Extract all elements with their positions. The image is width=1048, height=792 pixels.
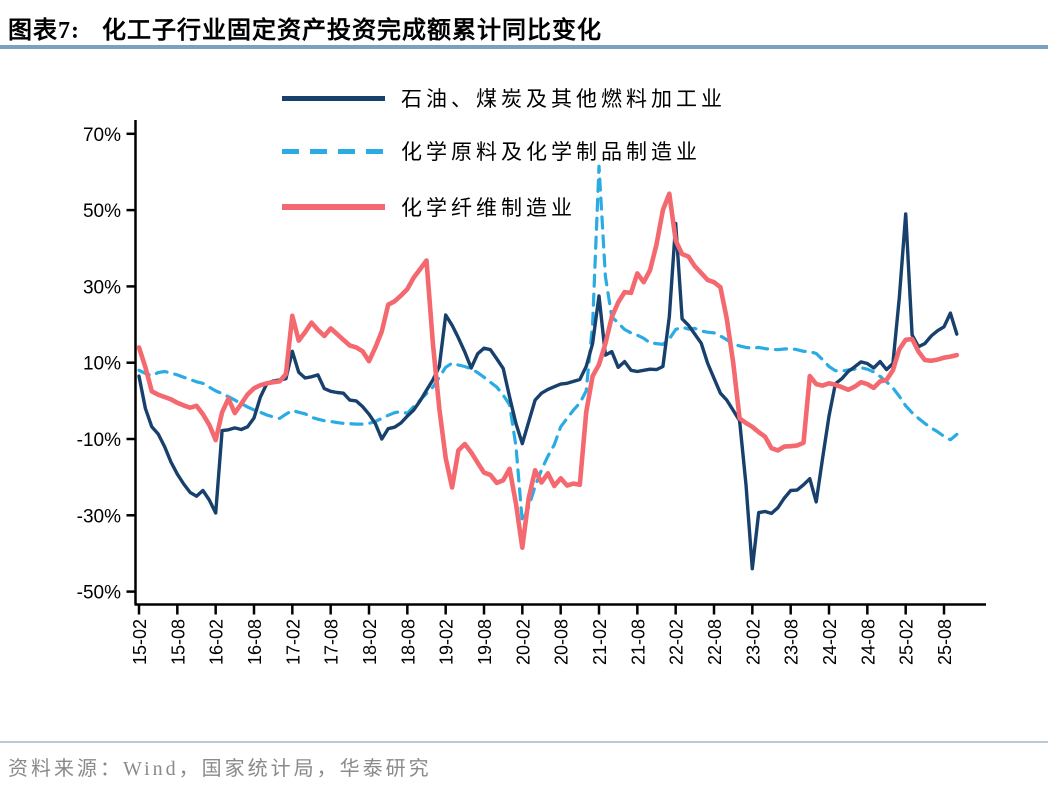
legend-label: 石油、煤炭及其他燃料加工业 [401,87,726,111]
svg-text:19-08: 19-08 [475,619,495,665]
svg-text:25-08: 25-08 [935,619,955,665]
svg-text:25-02: 25-02 [897,619,917,665]
legend-item-chem-fiber: 化学纤维制造业 [282,192,576,222]
svg-text:17-08: 17-08 [322,619,342,665]
title-underline [0,45,1048,49]
svg-text:50%: 50% [83,201,121,222]
svg-text:70%: 70% [83,125,121,146]
svg-text:18-08: 18-08 [398,619,418,665]
svg-text:22-08: 22-08 [705,619,725,665]
svg-text:19-02: 19-02 [437,619,457,665]
svg-text:20-02: 20-02 [513,619,533,665]
blue-dashed-line-swatch-icon [282,148,385,154]
svg-text:18-02: 18-02 [360,619,380,665]
svg-text:24-08: 24-08 [858,619,878,665]
svg-text:23-02: 23-02 [743,619,763,665]
legend-label: 化学纤维制造业 [401,196,576,220]
svg-text:-50%: -50% [77,583,121,604]
svg-text:17-02: 17-02 [283,619,303,665]
svg-text:-10%: -10% [77,430,121,451]
svg-text:23-08: 23-08 [782,619,802,665]
legend-label: 化学原料及化学制品制造业 [401,140,701,164]
legend-item-petroleum: 石油、煤炭及其他燃料加工业 [282,83,726,113]
navy-line-swatch-icon [282,95,385,101]
source-text: 资料来源：Wind，国家统计局，华泰研究 [8,758,432,780]
svg-text:10%: 10% [83,354,121,375]
chart-title: 图表7: 化工子行业固定资产投资完成额累计同比变化 [8,10,602,45]
red-line-swatch-icon [282,204,385,210]
svg-text:16-02: 16-02 [207,619,227,665]
svg-text:21-08: 21-08 [628,619,648,665]
svg-text:30%: 30% [83,277,121,298]
chart-number: 图表7: [8,18,80,44]
svg-text:22-02: 22-02 [667,619,687,665]
chart-title-text: 化工子行业固定资产投资完成额累计同比变化 [102,18,602,44]
legend-item-chem-materials: 化学原料及化学制品制造业 [282,136,701,166]
svg-text:20-08: 20-08 [552,619,572,665]
svg-text:-30%: -30% [77,506,121,527]
svg-text:21-02: 21-02 [590,619,610,665]
svg-text:16-08: 16-08 [245,619,265,665]
svg-text:15-02: 15-02 [130,619,150,665]
source-divider [0,741,1048,743]
svg-text:24-02: 24-02 [820,619,840,665]
svg-text:15-08: 15-08 [168,619,188,665]
